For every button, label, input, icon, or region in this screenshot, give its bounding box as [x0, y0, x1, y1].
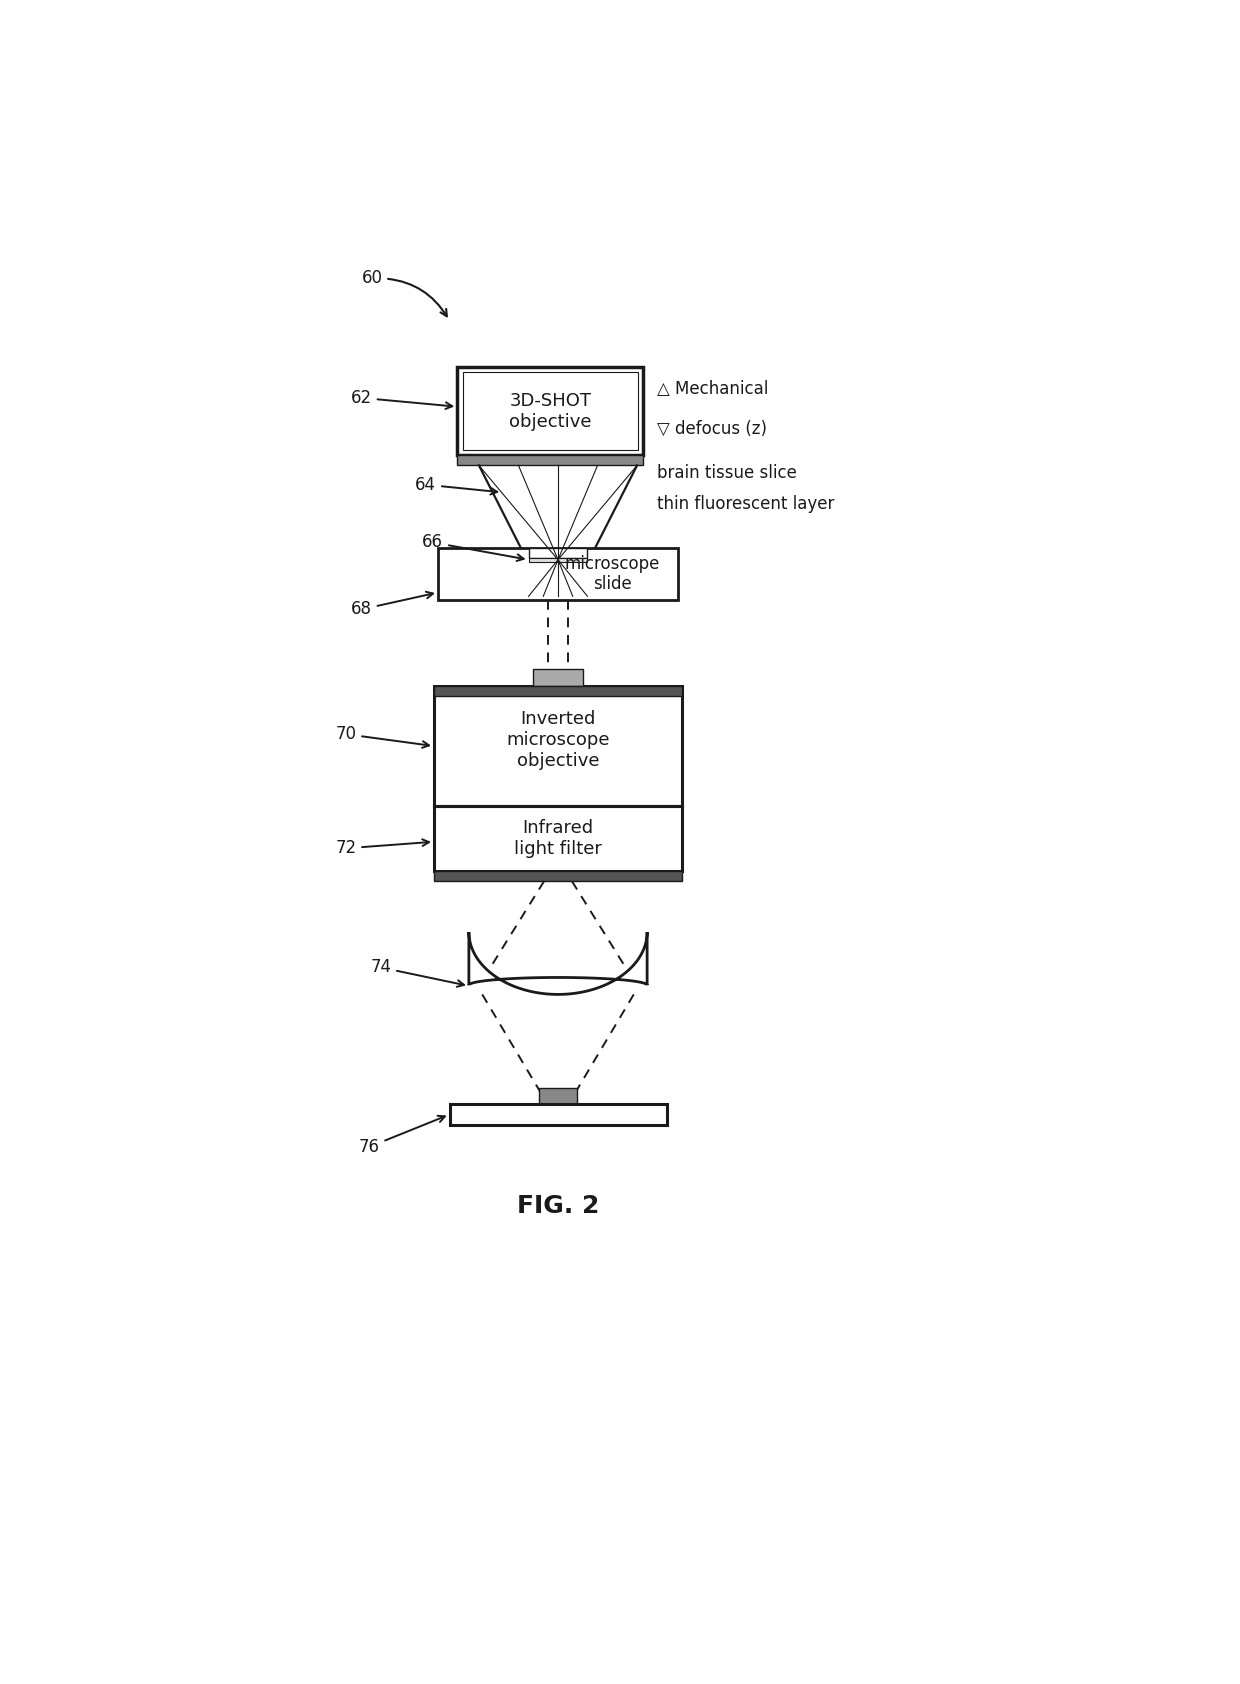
Text: 64: 64 [415, 475, 497, 495]
Text: 70: 70 [336, 726, 429, 748]
Text: microscope
slide: microscope slide [564, 554, 660, 593]
Text: thin fluorescent layer: thin fluorescent layer [657, 495, 835, 514]
Bar [434, 687, 682, 805]
Text: brain tissue slice: brain tissue slice [657, 465, 797, 482]
Bar [458, 455, 644, 465]
Bar [434, 805, 682, 871]
Text: 74: 74 [371, 958, 464, 987]
Text: 68: 68 [351, 591, 433, 618]
Bar [528, 547, 588, 557]
Bar [434, 871, 682, 881]
Text: 72: 72 [335, 839, 429, 857]
Bar [538, 1088, 578, 1103]
Text: ▽ defocus (z): ▽ defocus (z) [657, 419, 768, 438]
Text: 66: 66 [423, 534, 523, 561]
Bar [533, 670, 583, 687]
Bar [434, 687, 682, 697]
Bar [438, 547, 678, 600]
Polygon shape [469, 931, 647, 995]
Bar [458, 367, 644, 455]
Text: Inverted
microscope
objective: Inverted microscope objective [506, 711, 610, 770]
Text: 60: 60 [362, 269, 446, 317]
Bar [449, 1103, 667, 1125]
Text: Infrared
light filter: Infrared light filter [515, 818, 601, 857]
Text: △ Mechanical: △ Mechanical [657, 381, 769, 397]
Text: 76: 76 [358, 1116, 445, 1155]
Bar [463, 372, 637, 450]
Bar [528, 557, 588, 562]
Text: 62: 62 [351, 389, 453, 409]
Text: FIG. 2: FIG. 2 [517, 1194, 599, 1218]
Text: 3D-SHOT
objective: 3D-SHOT objective [508, 392, 591, 431]
